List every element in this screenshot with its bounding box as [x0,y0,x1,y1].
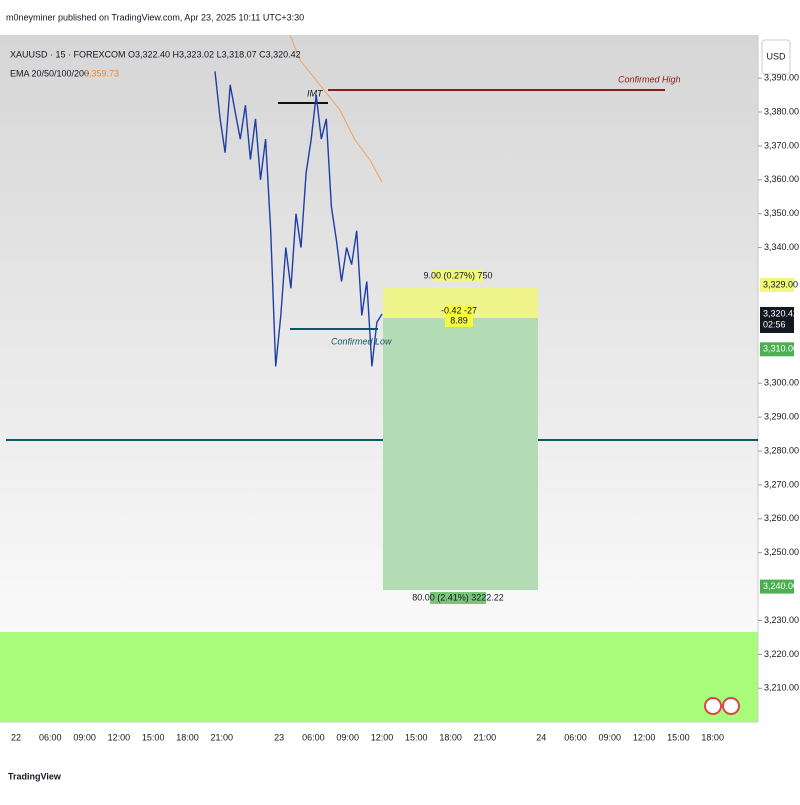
ema-line [289,34,383,183]
price-tick-label: 3,250.00 [764,547,799,557]
time-label: 24 [536,732,546,742]
price-label: 3,329.00 [763,279,798,289]
time-label: 12:00 [108,732,131,742]
chart-area [0,35,758,722]
label-box [445,305,473,327]
time-label: 12:00 [633,732,656,742]
demand-zone [0,632,758,722]
price-label-box [760,579,794,594]
publisher: m0neyminer published on TradingView.com,… [6,12,304,22]
event-icon[interactable] [722,697,740,715]
time-label: 06:00 [302,732,325,742]
price-tick-label: 3,210.00 [764,683,799,693]
time-label: 06:00 [39,732,62,742]
label-box [433,270,483,282]
time-label: 09:00 [599,732,622,742]
price-tick-label: 3,380.00 [764,106,799,116]
time-label: 18:00 [439,732,462,742]
time-label: 21:00 [211,732,234,742]
time-label: 18:00 [176,732,199,742]
label-box [430,592,486,604]
event-icon[interactable] [704,697,722,715]
time-label: 06:00 [564,732,587,742]
price-tick-label: 3,260.00 [764,513,799,523]
price-tick-label: 3,390.00 [764,72,799,82]
price-tick-label: 3,290.00 [764,411,799,421]
price-line [214,71,383,367]
annotation: IMT [307,88,324,98]
brand: TradingView [8,771,62,781]
time-label: 18:00 [701,732,724,742]
price-tick-label: 3,340.00 [764,242,799,252]
time-label: 09:00 [336,732,359,742]
time-label: 09:00 [73,732,96,742]
currency-box[interactable] [761,39,791,75]
target-label: 9.00 (0.27%) 750 [423,270,492,280]
time-label: 15:00 [667,732,690,742]
annotation: Confirmed High [618,74,681,84]
stop-box [383,318,538,590]
price-label: 3,240.00 [763,581,798,591]
ema-value: 3,359.73 [84,68,119,78]
time-label: 21:00 [474,732,497,742]
price-tick-label: 3,280.00 [764,445,799,455]
price-tick-label: 3,350.00 [764,208,799,218]
price-label-box [760,277,794,292]
countdown: 02:56 [763,319,786,329]
price-label: 3,310.00 [763,344,798,354]
time-label: 15:00 [142,732,165,742]
price-tick-label: 3,270.00 [764,479,799,489]
entry-label: 8.89 [450,315,468,325]
symbol: XAUUSD · 15 · FOREXCOM [10,49,126,59]
price-tick-label: 3,300.00 [764,378,799,388]
entry-label: -0.42 -27 [441,305,477,315]
price-tick-label: 3,360.00 [764,174,799,184]
price-tick-label: 3,220.00 [764,649,799,659]
stop-label: 80.00 (2.41%) 3222.22 [412,592,504,602]
annotation: Confirmed Low [331,336,392,346]
time-label: 12:00 [371,732,394,742]
price-label-box [760,342,794,357]
time-label: 23 [274,732,284,742]
price-tick-label: 3,230.00 [764,615,799,625]
ema-name: EMA 20/50/100/200 [10,68,89,78]
price-label-box [760,306,794,333]
price-label: 3,320.42 [763,308,798,318]
currency[interactable]: USD [766,51,786,61]
time-label: 15:00 [405,732,428,742]
price-tick-label: 3,370.00 [764,140,799,150]
ohlc: O3,322.40 H3,323.02 L3,318.07 C3,320.42 [128,49,301,59]
time-label: 22 [11,732,21,742]
